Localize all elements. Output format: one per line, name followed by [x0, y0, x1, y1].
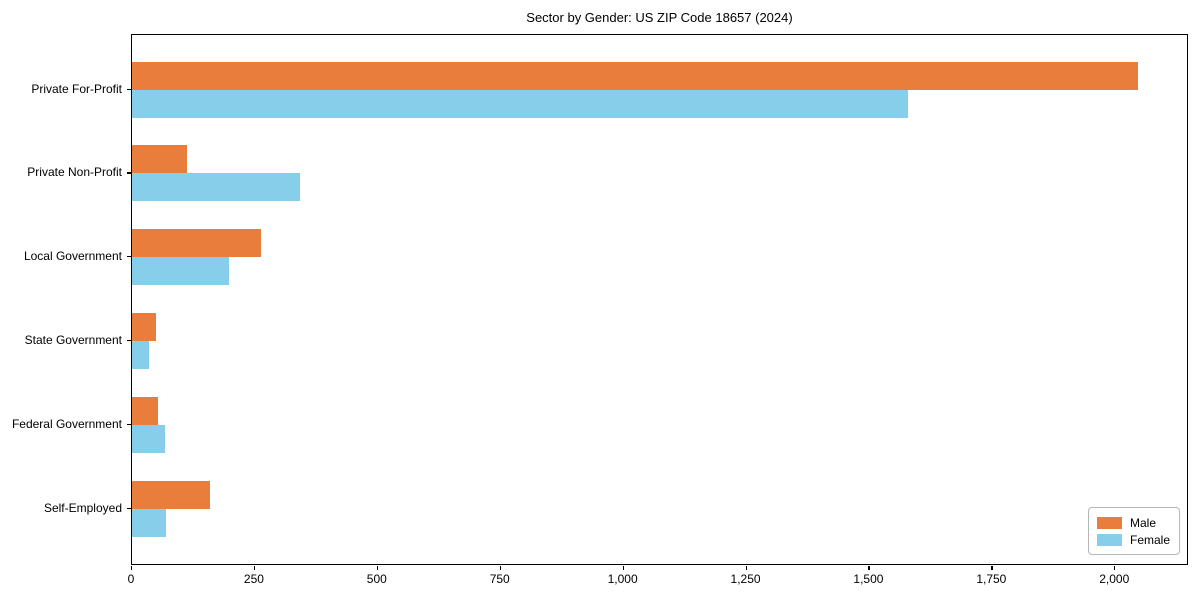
- ytick-mark: [127, 172, 131, 174]
- xtick-label-1-750: 1,750: [976, 572, 1007, 586]
- ytick-mark: [127, 256, 131, 258]
- legend-label-male: Male: [1129, 515, 1156, 530]
- legend-swatch-male: [1096, 516, 1122, 529]
- legend: Male Female: [1087, 507, 1180, 555]
- bar-male-federal-government: [132, 397, 159, 426]
- ytick-label-private-for-profit: Private For-Profit: [31, 81, 122, 96]
- ytick-label-private-non-profit: Private Non-Profit: [27, 165, 122, 180]
- bar-female-self-employed: [132, 509, 166, 537]
- legend-row-male: Male: [1096, 514, 1170, 531]
- xtick-label-0: 0: [127, 572, 135, 586]
- xtick-label-750: 750: [489, 572, 510, 586]
- ytick-label-self-employed: Self-Employed: [43, 501, 122, 515]
- ytick-mark: [127, 88, 131, 90]
- legend-row-female: Female: [1096, 531, 1170, 548]
- bar-male-local-government: [132, 229, 261, 258]
- xtick-mark: [745, 566, 747, 570]
- xtick-label-1-500: 1,500: [853, 572, 884, 586]
- ytick-mark: [127, 424, 131, 426]
- xtick-label-2-000: 2,000: [1099, 572, 1130, 586]
- bar-female-private-for-profit: [132, 89, 908, 118]
- chart-title: Sector by Gender: US ZIP Code 18657 (202…: [526, 10, 793, 25]
- bar-female-private-non-profit: [132, 173, 301, 202]
- bar-male-state-government: [132, 313, 157, 342]
- xtick-mark: [499, 566, 501, 570]
- ytick-mark: [127, 508, 131, 510]
- xtick-mark: [253, 566, 256, 570]
- xtick-mark: [991, 566, 993, 570]
- plot-area: Male Female: [131, 34, 1188, 565]
- ytick-mark: [127, 340, 131, 342]
- xtick-mark: [131, 566, 133, 570]
- bar-female-federal-government: [132, 425, 166, 454]
- xtick-label-500: 500: [366, 572, 387, 586]
- xtick-mark: [622, 566, 624, 570]
- bar-female-local-government: [132, 257, 229, 286]
- xtick-label-250: 250: [243, 572, 264, 586]
- xtick-label-1-250: 1,250: [730, 572, 761, 586]
- legend-label-female: Female: [1129, 532, 1170, 547]
- xtick-label-1-000: 1,000: [607, 572, 638, 586]
- ytick-label-local-government: Local Government: [23, 249, 122, 264]
- bar-male-private-for-profit: [132, 61, 1139, 90]
- ytick-label-federal-government: Federal Government: [11, 417, 122, 432]
- xtick-mark: [1114, 566, 1116, 570]
- xtick-mark: [376, 566, 378, 570]
- bar-male-self-employed: [132, 481, 210, 509]
- xtick-mark: [868, 566, 870, 570]
- bar-female-state-government: [132, 341, 149, 370]
- legend-swatch-female: [1096, 533, 1122, 546]
- ytick-label-state-government: State Government: [24, 333, 122, 348]
- bar-male-private-non-profit: [132, 145, 188, 174]
